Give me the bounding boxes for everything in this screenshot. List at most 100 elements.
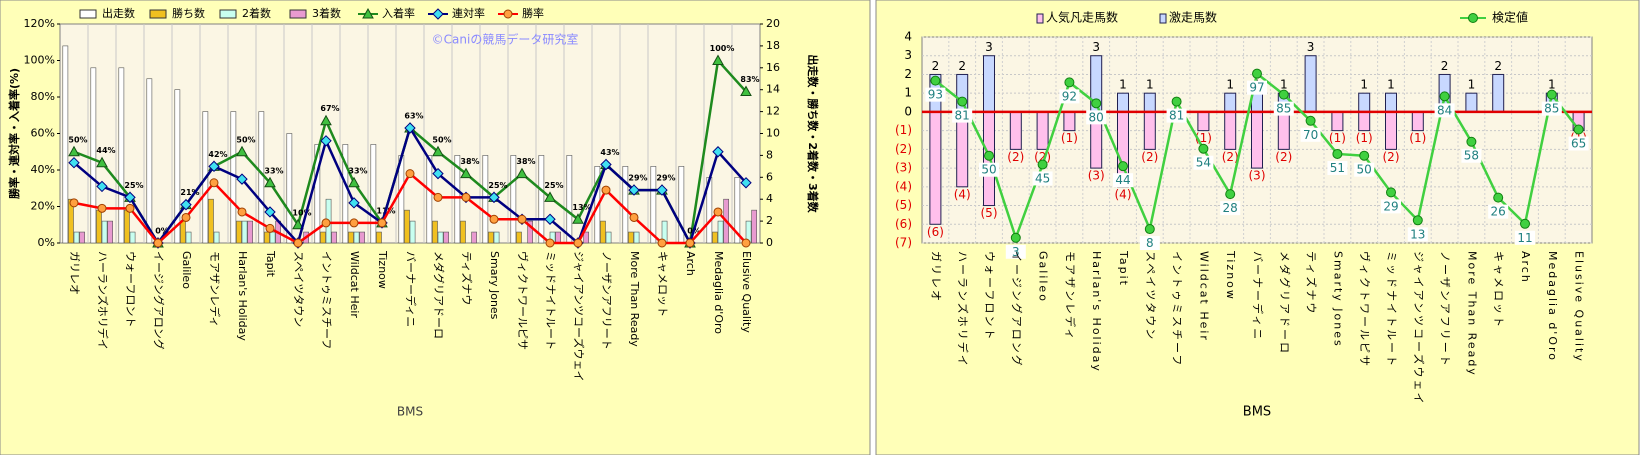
bar xyxy=(241,220,248,244)
data-label: 25% xyxy=(488,181,507,190)
bar xyxy=(208,198,214,244)
bar xyxy=(264,231,270,244)
data-label: (2) xyxy=(1383,150,1400,164)
data-label: 51 xyxy=(1330,161,1345,175)
x-tick-label: Tiznow xyxy=(376,250,389,289)
bar xyxy=(96,209,102,244)
x-tick-label: バーナーディニ xyxy=(1251,251,1265,341)
data-label: (2) xyxy=(1222,150,1239,164)
marker xyxy=(124,191,136,204)
x-tick-label: ジャイアンツコーズウェイ xyxy=(572,251,586,381)
bar xyxy=(622,166,629,244)
marker xyxy=(264,176,276,188)
marker xyxy=(1305,115,1316,126)
data-label: 10% xyxy=(292,208,311,217)
data-label: 1 xyxy=(1119,78,1127,92)
y2-tick-label: 16 xyxy=(766,61,780,74)
data-label: 3 xyxy=(1012,245,1020,259)
x-tick-label: Medaglia d'Oro xyxy=(712,251,725,334)
bar xyxy=(1385,92,1397,113)
marker xyxy=(1010,232,1021,243)
y2-tick-label: 0 xyxy=(766,236,773,249)
bar xyxy=(482,155,489,244)
bar xyxy=(1304,55,1317,113)
x-tick-label: ハーランズホリデイ xyxy=(956,251,970,368)
marker xyxy=(1278,89,1289,100)
y-tick-label: 80% xyxy=(31,90,55,103)
data-label: 1 xyxy=(1548,78,1556,92)
data-label: (6) xyxy=(927,225,944,239)
marker xyxy=(125,203,135,213)
x-tick-label: Harlan's Holiday xyxy=(1090,251,1103,373)
bar xyxy=(398,155,405,244)
x-tick-label: ノーザンアフリート xyxy=(600,251,613,350)
bar xyxy=(146,78,153,244)
x-tick-label: イントゥミスチーフ xyxy=(320,251,333,349)
bar xyxy=(1197,111,1210,132)
marker xyxy=(1252,68,1262,79)
bar xyxy=(1358,92,1371,113)
data-label: 13 xyxy=(1410,227,1425,241)
bar xyxy=(129,231,136,244)
data-label-box xyxy=(952,108,973,123)
marker xyxy=(573,238,583,248)
data-label: 33% xyxy=(264,166,283,175)
legend-label: 人気凡走馬数 xyxy=(1046,10,1118,25)
x-tick-label: モアザンレディ xyxy=(1063,251,1077,341)
legend-swatch xyxy=(149,9,167,19)
marker xyxy=(601,185,611,195)
y-axis-title: 勝率・連対率・入着率(%) xyxy=(7,68,21,199)
data-label: 44% xyxy=(96,146,115,155)
marker xyxy=(572,213,584,224)
marker xyxy=(489,214,499,224)
marker xyxy=(1198,143,1209,154)
marker xyxy=(1171,96,1182,107)
y-tick-label: 60% xyxy=(31,127,55,140)
y-tick-label: 120% xyxy=(24,17,55,30)
marker xyxy=(1386,187,1396,198)
data-label: 44 xyxy=(1115,173,1130,187)
data-label: (2) xyxy=(1141,150,1158,164)
marker xyxy=(362,7,374,19)
marker xyxy=(545,238,555,248)
bar xyxy=(516,231,522,244)
marker xyxy=(713,207,723,217)
bar xyxy=(107,220,113,244)
bar xyxy=(583,231,589,244)
x-axis-title: BMS xyxy=(397,405,423,419)
x-tick-label: キャメロット xyxy=(656,251,669,317)
marker xyxy=(1144,224,1155,235)
legend-label: 検定値 xyxy=(1492,10,1528,25)
y-tick-label: 100% xyxy=(24,54,55,67)
data-label: 50 xyxy=(981,163,996,177)
legend-label: 激走馬数 xyxy=(1169,10,1217,25)
bar xyxy=(432,220,438,244)
data-label: 50% xyxy=(68,135,87,144)
x-tick-label: ヴィクトワールピサ xyxy=(516,251,530,350)
legend-label: 入着率 xyxy=(382,6,415,20)
data-label: 1 xyxy=(1146,78,1154,92)
data-label: 2 xyxy=(958,59,966,73)
bar xyxy=(68,198,74,244)
bar xyxy=(348,231,354,244)
legend-swatch xyxy=(219,9,237,19)
bar xyxy=(1036,111,1049,150)
bar xyxy=(185,231,192,244)
marker xyxy=(488,191,500,204)
data-label: 100% xyxy=(710,44,735,53)
data-label: 11 xyxy=(1517,231,1532,245)
bar xyxy=(454,155,461,244)
bar xyxy=(342,144,349,244)
bar xyxy=(320,231,326,244)
marker xyxy=(741,238,751,248)
data-label-box xyxy=(1273,101,1294,116)
x-tick-label: スペイツタウン xyxy=(1144,251,1157,341)
data-label: 1 xyxy=(1468,78,1476,92)
marker xyxy=(69,198,79,208)
y-tick-label: (6) xyxy=(895,217,912,231)
data-label: (1) xyxy=(1356,131,1373,145)
x-tick-label: ジャイアンツコーズウェイ xyxy=(1412,251,1426,405)
x-tick-label: ティズナウ xyxy=(460,251,474,305)
x-tick-label: More Than Ready xyxy=(1465,251,1478,377)
marker xyxy=(348,176,360,188)
